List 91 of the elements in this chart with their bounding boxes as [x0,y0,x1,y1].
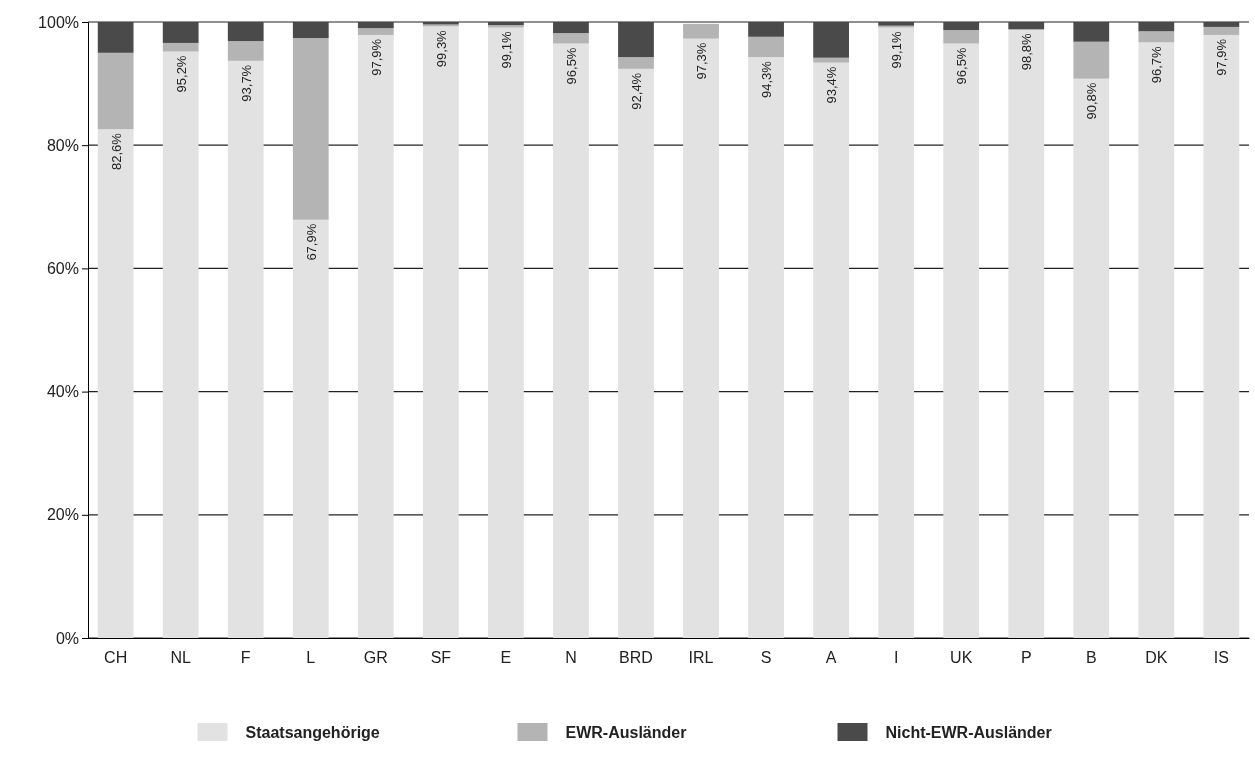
bar [943,22,980,31]
bar [1138,42,1175,638]
bar [683,23,719,39]
bar [878,27,915,638]
bar [1138,22,1175,32]
bar [1203,34,1240,638]
y-tick-label: 100% [38,13,79,31]
data-label: 67,9% [303,223,319,261]
x-tick-label: I [893,649,899,667]
bar [618,57,654,69]
data-label: 99,1% [498,31,514,69]
x-tick-label: A [825,649,837,667]
x-tick-label: NL [170,649,192,667]
bar [292,219,329,638]
data-label: 97,3% [694,42,710,80]
bar [357,22,394,29]
data-label: 93,7% [238,64,254,102]
x-tick-label: IRL [688,649,714,667]
data-label: 95,2% [173,55,189,93]
bar [1203,26,1240,35]
y-tick-label: 80% [46,136,79,154]
data-label: 97,9% [1214,38,1230,76]
y-tick-label: 60% [46,260,79,278]
data-label: 90,8% [1084,82,1100,120]
data-label: 94,3% [759,60,775,98]
bar [1008,29,1045,638]
data-label: 97,9% [368,38,384,76]
data-label: 93,4% [824,66,840,104]
bar [683,38,719,638]
bar [1203,22,1240,27]
bar [618,68,654,638]
bar [1008,22,1045,30]
legend-label: EWR-Ausländer [565,724,687,741]
data-label: 96,7% [1149,45,1165,84]
data-label: 96,5% [954,47,970,85]
bar [748,22,784,37]
bar [292,22,329,39]
data-label: 99,1% [889,31,905,69]
legend-label: Staatsangehörige [245,724,380,741]
bar [748,36,784,58]
data-label: 92,4% [628,72,644,110]
x-tick-label: CH [104,649,128,667]
bar [553,43,589,638]
x-tick-label: IS [1213,649,1229,667]
bar [357,34,394,638]
bar [162,22,199,43]
data-label: 98,8% [1019,32,1035,71]
bar [357,28,394,35]
x-tick-label: P [1020,649,1032,667]
x-tick-label: DK [1145,649,1168,667]
bar [553,33,589,44]
bar [422,26,459,638]
bar [162,51,199,638]
y-tick-label: 40% [46,383,79,401]
x-tick-label: E [500,649,512,667]
x-tick-label: B [1085,649,1097,667]
x-tick-label: GR [363,649,388,667]
bar [943,43,980,638]
bar [227,41,264,61]
bar [97,22,134,53]
bar [162,42,199,52]
bar [97,52,134,130]
bar [97,129,134,638]
x-tick-label: N [565,649,577,667]
bar [748,57,784,638]
data-label: 96,5% [563,47,579,85]
bar [292,38,329,220]
bar [227,22,264,42]
bar [813,62,849,638]
bar [943,30,980,44]
data-label: 99,3% [433,29,449,68]
x-tick-label: S [760,649,772,667]
bar [813,57,849,63]
x-tick-label: SF [430,649,452,667]
bar [227,60,264,638]
x-tick-label: UK [950,649,973,667]
legend-label: Nicht-EWR-Ausländer [885,724,1052,741]
bar [1073,22,1110,42]
bar [813,22,849,58]
y-tick-label: 20% [46,506,79,524]
x-tick-label: F [240,649,251,667]
bar [1073,78,1110,638]
bar [1073,41,1110,79]
y-tick-label: 0% [55,629,79,647]
x-tick-label: BRD [619,649,653,667]
bar [488,27,524,638]
bar [1138,31,1175,43]
x-tick-label: L [306,649,316,667]
data-label: 82,6% [108,132,124,171]
bar [553,22,589,34]
bar [618,22,654,58]
